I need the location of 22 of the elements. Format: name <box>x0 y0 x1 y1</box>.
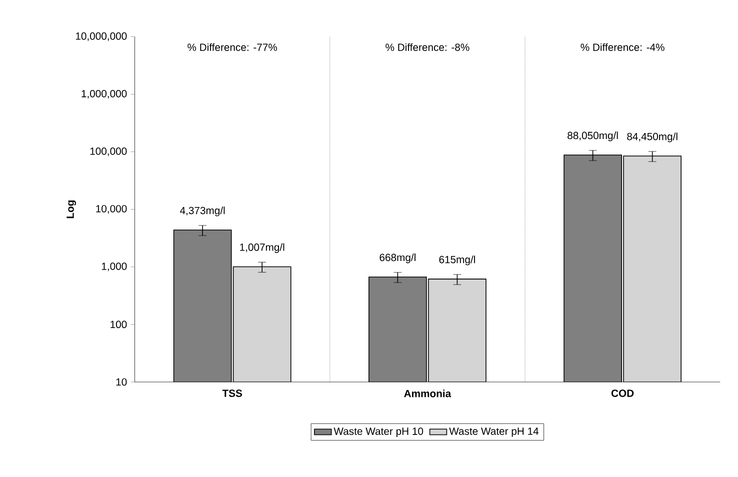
y-tick-label: 10,000,000 <box>76 32 127 41</box>
data-label: 4,373mg/l <box>180 206 225 216</box>
x-tick-label: TSS <box>222 390 242 397</box>
annotation: % Difference: -77% <box>188 43 278 51</box>
y-tick-label: 1,000,000 <box>82 90 127 98</box>
data-label: 84,450mg/l <box>627 132 678 142</box>
legend-label: Waste Water pH 10 <box>334 427 424 437</box>
y-tick-label: 1,000 <box>102 262 127 272</box>
annotation: % Difference: -4% <box>580 43 664 51</box>
x-tick-label: Ammonia <box>404 390 452 398</box>
y-tick-label: 10 <box>116 378 127 386</box>
x-tick-label: COD <box>611 390 634 397</box>
legend-label: Waste Water pH 14 <box>449 428 539 437</box>
y-tick-label: 10,000 <box>96 204 127 214</box>
data-label: 668mg/l <box>380 253 416 264</box>
y-tick-label: 100,000 <box>90 147 127 156</box>
annotation: % Difference: -8% <box>386 43 470 51</box>
data-label: 1,007mg/l <box>240 243 284 253</box>
data-label: 88,050mg/l <box>568 131 618 142</box>
data-label: 615mg/l <box>439 255 475 266</box>
y-tick-label: 100 <box>110 320 127 328</box>
y-axis-title: Log <box>66 200 76 218</box>
